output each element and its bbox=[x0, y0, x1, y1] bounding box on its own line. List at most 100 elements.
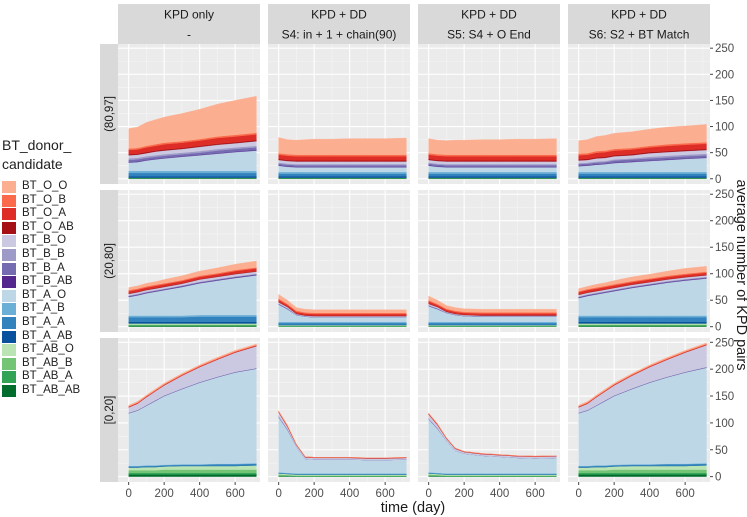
strip-row-bg bbox=[100, 338, 118, 482]
area-bt-o-o bbox=[128, 96, 257, 149]
legend-label: BT_B_A bbox=[22, 261, 65, 274]
panel-areas bbox=[428, 295, 557, 327]
area-bt-a-b bbox=[428, 321, 557, 324]
legend-swatch bbox=[2, 194, 16, 207]
area-bt-ab-ab bbox=[128, 474, 257, 477]
y-tick-label: 0 bbox=[715, 322, 721, 334]
area-bt-a-a bbox=[278, 173, 407, 177]
facet-col-title: KPD only bbox=[164, 8, 214, 22]
strip-top-bg bbox=[568, 4, 710, 24]
y-tick-label: 100 bbox=[715, 122, 734, 134]
area-bt-o-o bbox=[278, 294, 407, 314]
x-tick-label: 600 bbox=[676, 488, 695, 500]
x-tick-label: 400 bbox=[490, 488, 509, 500]
area-bt-ab-a bbox=[578, 472, 707, 475]
y-tick-label: 250 bbox=[715, 43, 734, 55]
x-tick-label: 200 bbox=[305, 488, 324, 500]
y-tick-label: 250 bbox=[715, 189, 734, 201]
strip-row-bg bbox=[100, 44, 118, 184]
legend-swatch bbox=[2, 317, 16, 329]
y-axis-title: average number of KPD pairs bbox=[733, 179, 747, 370]
panel-areas bbox=[578, 342, 707, 477]
legend-swatch bbox=[2, 208, 16, 221]
x-tick-label: 0 bbox=[575, 488, 581, 500]
area-bt-a-ab bbox=[578, 321, 707, 324]
x-tick-label: 200 bbox=[455, 488, 474, 500]
legend-label: BT_A_A bbox=[22, 316, 65, 328]
area-bt-o-o bbox=[278, 409, 407, 458]
legend-swatch bbox=[2, 181, 16, 193]
x-tick-label: 0 bbox=[125, 488, 131, 500]
area-bt-o-o bbox=[128, 343, 257, 407]
strip-row-bg bbox=[100, 190, 118, 332]
facet-col-title: KPD + DD bbox=[311, 8, 367, 22]
facet-col-subtitle: S5: S4 + O End bbox=[447, 28, 531, 42]
area-bt-a-b bbox=[278, 321, 407, 324]
legend-label: BT_AB_O bbox=[22, 343, 74, 356]
area-bt-o-o bbox=[428, 138, 557, 155]
area-bt-a-a bbox=[128, 172, 257, 177]
area-bt-o-o bbox=[578, 342, 707, 407]
x-axis-title: time (day) bbox=[381, 500, 445, 516]
y-tick-label: 0 bbox=[715, 472, 721, 484]
legend: BT_donor_ candidate BT_O_O BT_O_B BT_O_A BT… bbox=[0, 0, 112, 517]
panel-areas bbox=[128, 343, 257, 477]
strip-bottom-bg bbox=[418, 24, 560, 44]
x-tick-label: 0 bbox=[425, 488, 431, 500]
area-bt-o-o bbox=[578, 266, 707, 292]
y-tick-label: 50 bbox=[715, 295, 728, 307]
area-bt-a-ab bbox=[128, 176, 257, 178]
facet-col-subtitle: S6: S2 + BT Match bbox=[589, 28, 690, 42]
panel-areas bbox=[128, 260, 257, 327]
legend-label: BT_A_AB bbox=[22, 329, 73, 342]
panel-areas bbox=[428, 138, 557, 179]
x-tick-label: 400 bbox=[190, 488, 209, 500]
x-tick-label: 400 bbox=[340, 488, 359, 500]
panel-areas bbox=[278, 137, 407, 179]
x-tick-label: 600 bbox=[376, 488, 395, 500]
area-bt-a-b bbox=[278, 171, 407, 174]
legend-swatch bbox=[2, 235, 16, 248]
y-tick-label: 200 bbox=[715, 216, 734, 228]
panel-areas bbox=[578, 124, 707, 179]
legend-title: BT_donor_ candidate bbox=[2, 137, 72, 172]
x-tick-label: 0 bbox=[275, 488, 281, 500]
panel-areas bbox=[428, 412, 557, 477]
area-bt-a-ab bbox=[278, 176, 407, 178]
area-bt-o-o bbox=[428, 295, 557, 313]
x-tick-label: 400 bbox=[640, 488, 659, 500]
area-bt-a-a bbox=[428, 173, 557, 177]
y-tick-label: 100 bbox=[715, 269, 734, 281]
x-tick-label: 600 bbox=[226, 488, 245, 500]
facet-col-subtitle: - bbox=[187, 28, 191, 42]
area-bt-o-o bbox=[428, 412, 557, 457]
x-tick-label: 600 bbox=[526, 488, 545, 500]
legend-swatch bbox=[2, 249, 16, 261]
area-bt-a-b bbox=[578, 315, 707, 318]
legend-label: BT_A_O bbox=[22, 288, 67, 301]
area-bt-ab-a bbox=[128, 472, 257, 475]
area-bt-a-b bbox=[578, 171, 707, 174]
y-tick-label: 150 bbox=[715, 95, 734, 107]
y-tick-label: 150 bbox=[715, 391, 734, 403]
y-tick-label: 100 bbox=[715, 418, 734, 430]
area-bt-ab-ab bbox=[578, 474, 707, 477]
legend-swatch bbox=[2, 371, 16, 384]
panel-areas bbox=[278, 409, 407, 477]
legend-label: BT_O_AB bbox=[22, 220, 74, 233]
area-bt-a-a bbox=[428, 322, 557, 325]
y-tick-label: 200 bbox=[715, 364, 734, 376]
legend-label: BT_O_O bbox=[22, 180, 68, 192]
strip-bottom-bg bbox=[568, 24, 710, 44]
strip-bottom-bg bbox=[118, 24, 260, 44]
area-bt-a-ab bbox=[128, 321, 257, 324]
legend-label: BT_O_B bbox=[22, 193, 67, 206]
legend-swatch bbox=[2, 276, 16, 289]
panel-areas bbox=[278, 294, 407, 327]
area-bt-a-ab bbox=[428, 176, 557, 178]
y-tick-label: 50 bbox=[715, 445, 728, 457]
y-tick-label: 50 bbox=[715, 148, 728, 160]
legend-label: BT_B_O bbox=[22, 234, 67, 247]
y-tick-label: 0 bbox=[715, 174, 721, 186]
legend-swatch bbox=[2, 330, 16, 343]
